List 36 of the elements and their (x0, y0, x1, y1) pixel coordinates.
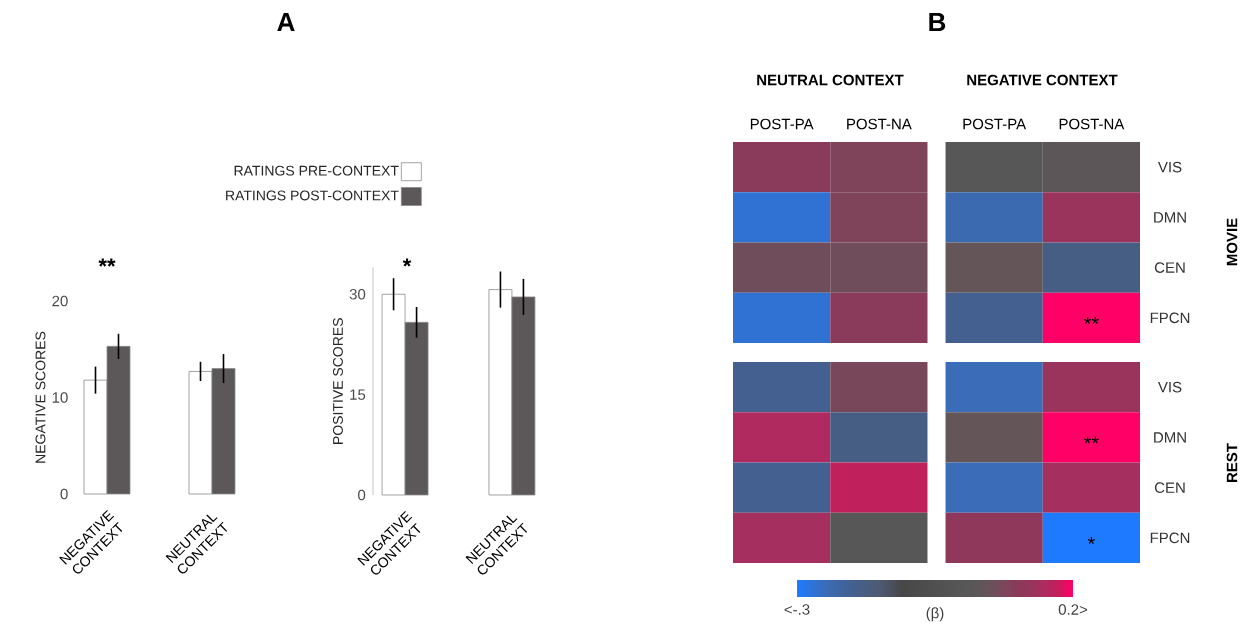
y-tick-label: VIS (1157, 161, 1182, 173)
text: ** (98, 258, 116, 267)
text: MOVIE (1226, 218, 1238, 266)
y-tick-label: CEN (1154, 262, 1185, 273)
data-label: ** (1083, 436, 1099, 444)
y-tick-label: 0 (358, 489, 366, 501)
text: NEGATIVE CONTEXT (967, 74, 1118, 86)
text: B (929, 13, 946, 31)
x-tick-label: POST-NA (1059, 118, 1125, 130)
y-tick-label: FPCN (1150, 312, 1190, 324)
y-tick-label: DMN (1154, 432, 1186, 443)
y-tick-label: 20 (52, 295, 68, 307)
text: * (402, 258, 412, 267)
x-tick-label: POST-PA (963, 118, 1027, 130)
y-tick-label: 30 (349, 288, 366, 300)
y-tick-label: 0 (60, 488, 68, 500)
color-bar-label: <-.3 (784, 604, 810, 615)
text: REST (1226, 443, 1238, 483)
legend-label: RATINGS POST-CONTEXT (226, 190, 399, 201)
y-tick-label: 15 (350, 389, 366, 400)
y-axis-title: NEGATIVE SCORES (35, 331, 46, 463)
text: NEUTRAL CONTEXT (757, 74, 904, 86)
color-bar-label: 0.2> (1058, 604, 1088, 615)
x-tick-label: POST-NA (847, 118, 912, 130)
x-tick-label: POST-PA (750, 118, 814, 130)
y-tick-label: DMN (1154, 212, 1186, 223)
legend-label: RATINGS PRE-CONTEXT (234, 165, 399, 176)
text: A (277, 13, 295, 31)
color-bar-title: (β) (926, 607, 944, 622)
y-tick-label: CEN (1154, 482, 1185, 493)
y-tick-label: VIS (1157, 381, 1182, 393)
data-label: * (1087, 537, 1095, 545)
y-tick-label: 10 (52, 392, 68, 403)
y-tick-label: FPCN (1150, 532, 1190, 544)
y-axis-title: POSITIVE SCORES (333, 318, 343, 444)
data-label: ** (1083, 316, 1099, 325)
